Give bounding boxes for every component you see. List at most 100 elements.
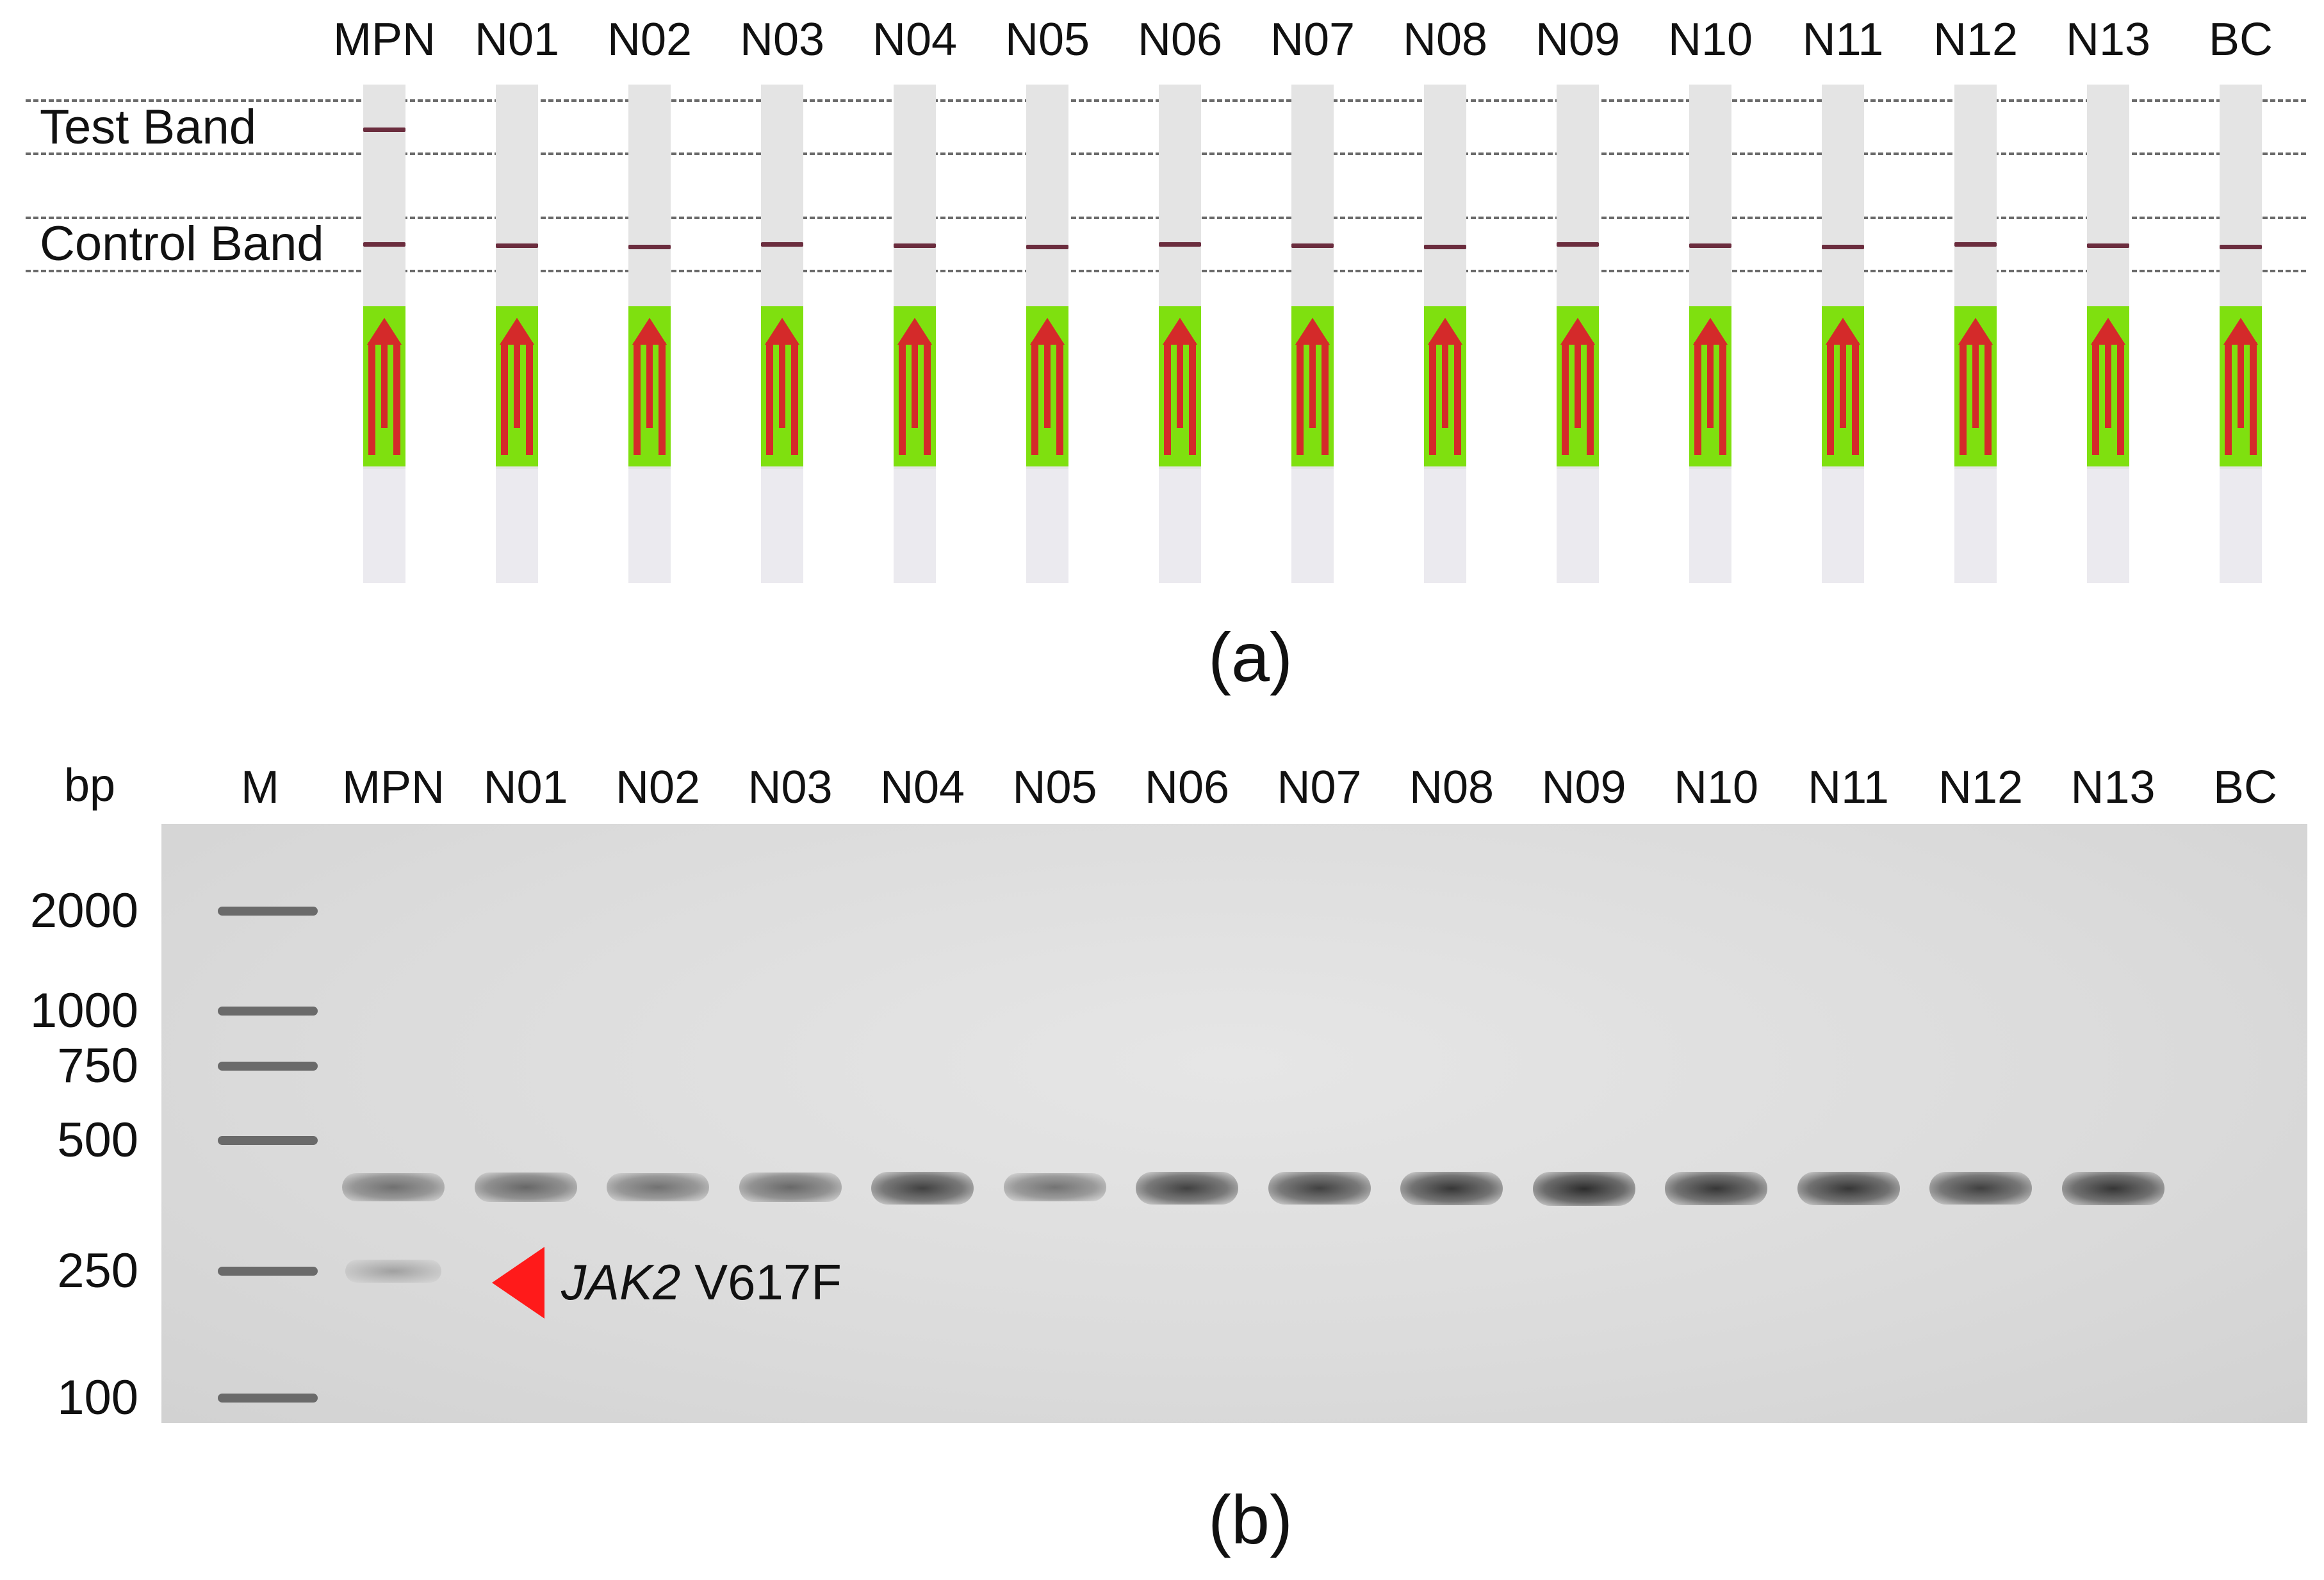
arrow-marker-icon [367,318,402,455]
absorbent-pad [894,469,936,583]
arrow-marker-icon [1560,318,1595,455]
absorbent-pad [1689,469,1731,583]
control-band [1159,242,1201,247]
control-band [761,242,803,247]
test-strip [628,85,671,583]
gel-lane-label: N12 [1938,762,2024,813]
gel-lane-label: BC [2213,762,2278,813]
absorbent-pad [1424,469,1466,583]
control-band [2087,243,2129,248]
gene-name: JAK2 [561,1254,681,1310]
strip-lane-label: N07 [1270,14,1355,65]
ladder-size-label: 100 [57,1370,138,1425]
test-strip [1689,85,1731,583]
control-band [1291,243,1334,248]
control-band-label: Control Band [40,217,324,271]
strip-lane-label: N04 [872,14,958,65]
arrow-marker-icon [897,318,932,455]
sample-pad-zone [363,306,405,466]
absorbent-pad [628,469,671,583]
ladder-size-label: 500 [57,1113,138,1167]
ladder-band [218,1007,318,1016]
control-band [1822,245,1864,249]
control-band [1424,245,1466,249]
arrow-marker-icon [1295,318,1330,455]
absorbent-pad [496,469,538,583]
gel-lane-label: N03 [748,762,833,813]
strip-lane-label: N13 [2065,14,2151,65]
sample-pad-zone [1424,306,1466,466]
ladder-band [218,1136,318,1145]
absorbent-pad [2087,469,2129,583]
sample-pad-zone [1557,306,1599,466]
sample-pad-zone [628,306,671,466]
strip-lane-label: N01 [474,14,560,65]
strip-lane-label: N10 [1667,14,1753,65]
pcr-product-band [342,1173,445,1201]
pcr-product-band [1797,1171,1900,1205]
control-band [363,242,405,247]
control-band [1026,245,1068,249]
gel-lane-label: N01 [483,762,568,813]
test-strip [2087,85,2129,583]
test-strip [2220,85,2262,583]
gel-lane-label: N04 [880,762,965,813]
control-band [1557,242,1599,247]
strip-lane-label: N09 [1535,14,1621,65]
gel-lane-label: N08 [1409,762,1494,813]
control-band [628,245,671,249]
test-strip [894,85,936,583]
test-band-label: Test Band [40,100,256,154]
bp-unit-label: bp [63,760,116,811]
mutation-annotation: JAK2 V617F [561,1257,842,1307]
sample-pad-zone [1954,306,1997,466]
strip-lane-label: N08 [1402,14,1488,65]
control-band [496,243,538,248]
ladder-band [218,1394,318,1403]
arrow-marker-icon [1163,318,1197,455]
strip-lane-label: N11 [1802,14,1884,65]
strip-lane-label: N02 [607,14,692,65]
absorbent-pad [1291,469,1334,583]
test-strip [1954,85,1997,583]
arrow-marker-icon [1428,318,1462,455]
pcr-product-band [1532,1171,1635,1206]
test-band [363,128,405,132]
mutation-name: V617F [694,1254,842,1310]
test-strip [496,85,538,583]
pcr-product-band [1136,1172,1238,1205]
sample-pad-zone [496,306,538,466]
test-strip [1424,85,1466,583]
arrow-marker-icon [2223,318,2258,455]
gel-lane-label: N02 [615,762,701,813]
ladder-band [218,907,318,916]
gel-lane-label: N05 [1012,762,1097,813]
sample-pad-zone [1291,306,1334,466]
absorbent-pad [761,469,803,583]
absorbent-pad [363,469,405,583]
pcr-product-band [1929,1172,2032,1205]
ladder-size-label: 2000 [29,884,138,938]
arrow-marker-icon [500,318,534,455]
pcr-product-band [474,1173,577,1203]
caption-a: (a) [1208,618,1293,696]
strip-lane-label: N05 [1004,14,1090,65]
test-strip [1822,85,1864,583]
ladder-size-label: 750 [57,1039,138,1093]
sample-pad-zone [1689,306,1731,466]
test-strip [1026,85,1068,583]
gel-lane-label: MPN [342,762,445,813]
gel-lane-label: N06 [1144,762,1230,813]
test-strip [1557,85,1599,583]
strip-lane-label: N06 [1137,14,1223,65]
test-strip [1291,85,1334,583]
arrow-marker-icon [1826,318,1860,455]
pcr-product-band [1003,1173,1106,1201]
sample-pad-zone [1026,306,1068,466]
absorbent-pad [1557,469,1599,583]
gel-image [161,824,2307,1423]
arrow-marker-icon [2091,318,2125,455]
ladder-size-label: 250 [57,1244,138,1298]
test-strip [761,85,803,583]
absorbent-pad [2220,469,2262,583]
